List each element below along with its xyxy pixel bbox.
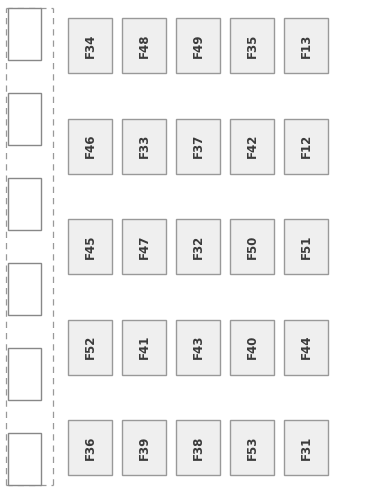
Text: F49: F49 [191, 33, 205, 58]
Text: F37: F37 [191, 134, 205, 158]
FancyBboxPatch shape [284, 420, 328, 475]
FancyBboxPatch shape [284, 118, 328, 174]
FancyBboxPatch shape [68, 118, 112, 174]
FancyBboxPatch shape [230, 219, 274, 274]
FancyBboxPatch shape [68, 319, 112, 375]
Text: F13: F13 [300, 34, 312, 58]
Text: F46: F46 [84, 134, 96, 158]
Text: F43: F43 [191, 335, 205, 359]
Text: F51: F51 [300, 234, 312, 259]
FancyBboxPatch shape [8, 348, 41, 400]
Text: F36: F36 [84, 435, 96, 459]
Text: F33: F33 [138, 134, 151, 158]
FancyBboxPatch shape [8, 263, 41, 315]
FancyBboxPatch shape [8, 178, 41, 230]
FancyBboxPatch shape [176, 420, 220, 475]
Text: F34: F34 [84, 34, 96, 58]
FancyBboxPatch shape [122, 420, 166, 475]
Text: F39: F39 [138, 435, 151, 459]
Text: F42: F42 [245, 134, 258, 158]
FancyBboxPatch shape [230, 118, 274, 174]
FancyBboxPatch shape [8, 8, 41, 60]
Text: F38: F38 [191, 435, 205, 459]
Text: F48: F48 [138, 33, 151, 58]
FancyBboxPatch shape [230, 420, 274, 475]
FancyBboxPatch shape [284, 18, 328, 73]
FancyBboxPatch shape [68, 18, 112, 73]
Text: F47: F47 [138, 234, 151, 259]
FancyBboxPatch shape [176, 118, 220, 174]
Text: F35: F35 [245, 34, 258, 58]
FancyBboxPatch shape [230, 319, 274, 375]
FancyBboxPatch shape [122, 319, 166, 375]
FancyBboxPatch shape [176, 319, 220, 375]
Text: F32: F32 [191, 234, 205, 259]
Text: F12: F12 [300, 134, 312, 158]
FancyBboxPatch shape [176, 18, 220, 73]
FancyBboxPatch shape [8, 433, 41, 485]
FancyBboxPatch shape [230, 18, 274, 73]
Text: F44: F44 [300, 335, 312, 359]
FancyBboxPatch shape [284, 219, 328, 274]
Text: F45: F45 [84, 234, 96, 259]
FancyBboxPatch shape [68, 420, 112, 475]
FancyBboxPatch shape [284, 319, 328, 375]
Text: F40: F40 [245, 335, 258, 359]
FancyBboxPatch shape [122, 18, 166, 73]
FancyBboxPatch shape [122, 219, 166, 274]
FancyBboxPatch shape [176, 219, 220, 274]
Text: F53: F53 [245, 435, 258, 459]
Text: F31: F31 [300, 435, 312, 459]
Text: F50: F50 [245, 234, 258, 259]
FancyBboxPatch shape [8, 93, 41, 145]
Text: F52: F52 [84, 335, 96, 359]
FancyBboxPatch shape [122, 118, 166, 174]
Text: F41: F41 [138, 335, 151, 359]
FancyBboxPatch shape [68, 219, 112, 274]
